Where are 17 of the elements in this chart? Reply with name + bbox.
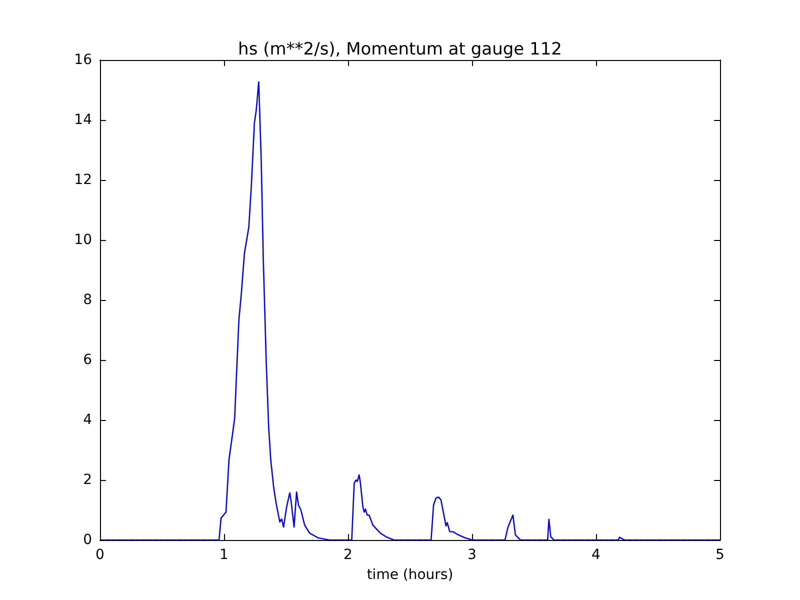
y-tick-label: 4 [83, 412, 92, 428]
chart-title: hs (m**2/s), Momentum at gauge 112 [238, 40, 562, 60]
y-tick-label: 14 [74, 112, 92, 128]
x-tick-label: 2 [344, 547, 352, 563]
y-tick-label: 0 [83, 532, 92, 548]
x-axis-title: time (hours) [366, 567, 454, 583]
y-tick-label: 8 [83, 292, 92, 308]
y-tick-label: 12 [74, 172, 92, 188]
x-tick-label: 5 [716, 547, 724, 563]
y-tick-label: 16 [74, 52, 92, 68]
y-tick-label: 2 [83, 472, 92, 488]
x-tick-label: 4 [592, 547, 601, 563]
x-tick-label: 1 [220, 547, 228, 563]
x-tick-label: 3 [468, 547, 476, 563]
x-tick-label: 0 [96, 547, 104, 563]
y-tick-label: 6 [83, 352, 92, 368]
y-tick-label: 10 [74, 232, 92, 248]
